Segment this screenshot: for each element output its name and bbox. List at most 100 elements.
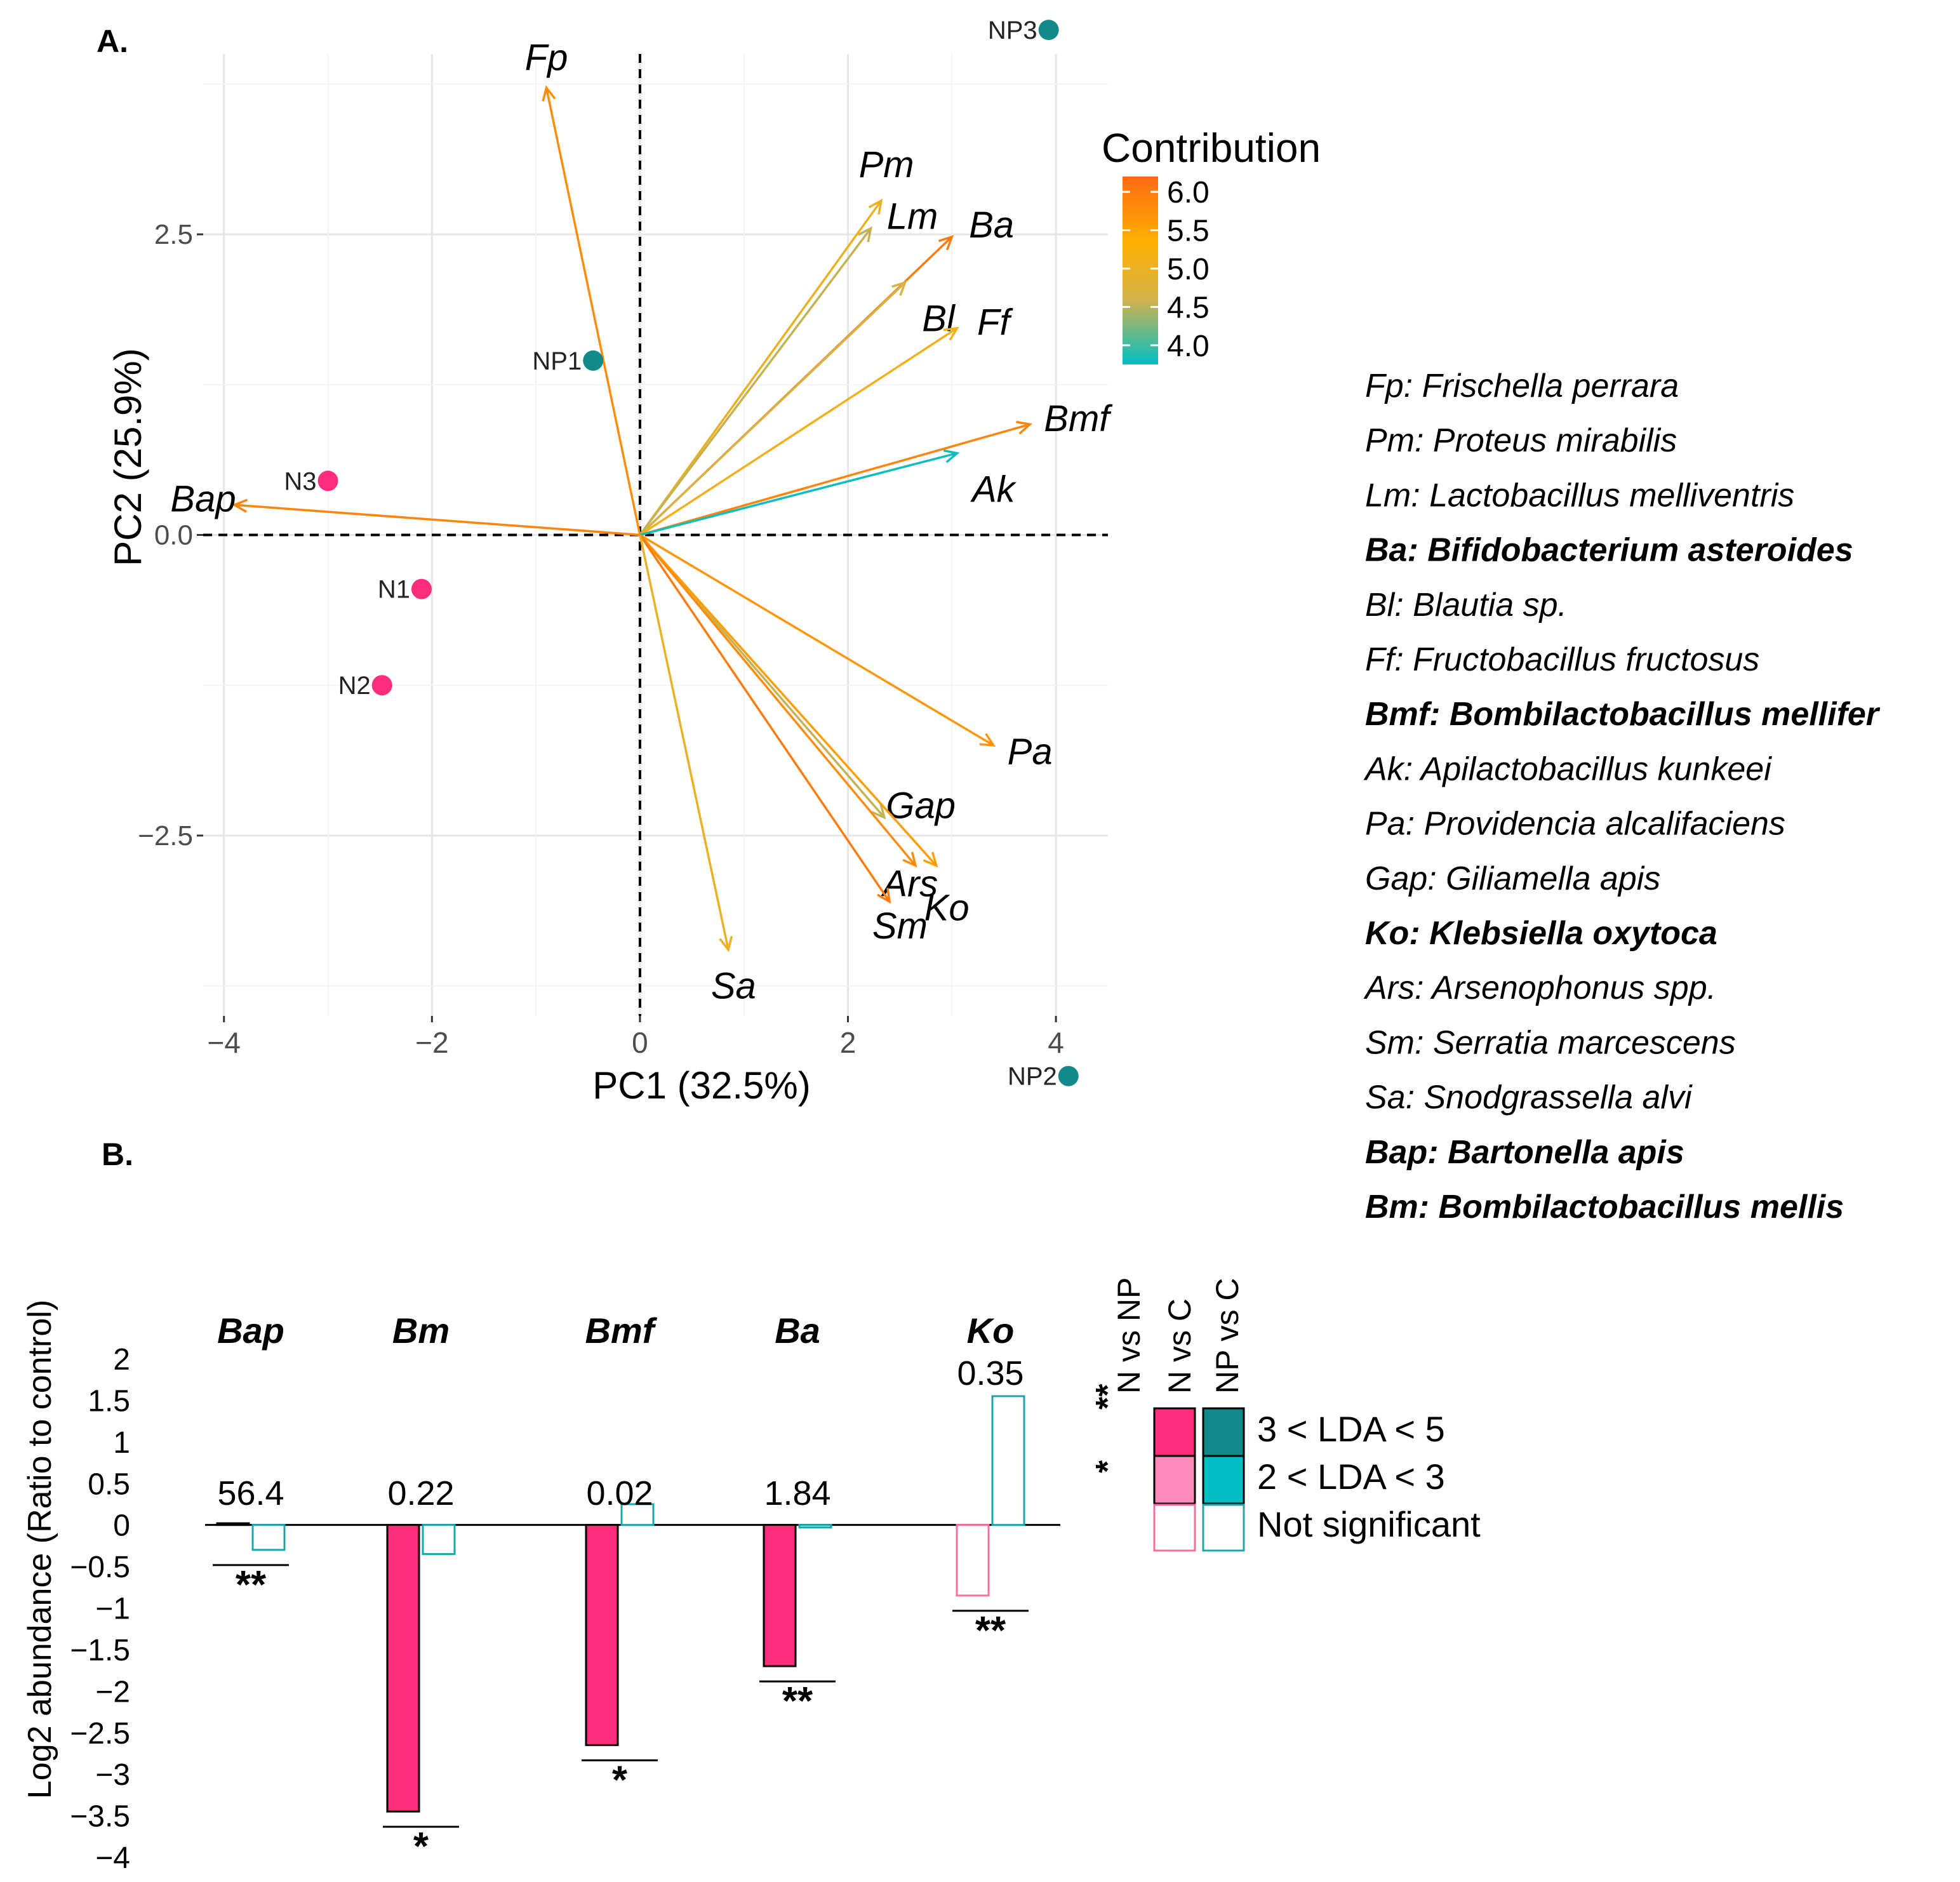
legend-star-double: ** (1090, 1384, 1126, 1410)
species-legend-item: Bmf: Bombilactobacillus mellifer (1365, 696, 1881, 733)
loading-arrowhead-ars (902, 851, 917, 868)
bar-n-vs-c-bm (386, 1524, 420, 1813)
bar-n-vs-c-ko (956, 1524, 990, 1597)
legend-header-n-vs-c: N vs C (1162, 1298, 1197, 1394)
panel-b-label: B. (102, 1137, 133, 1172)
species-legend: Fp: Frischella perrara Pm: Proteus mirabi… (1363, 368, 1881, 1225)
loading-arrowhead-sa (719, 936, 733, 952)
sample-label-n3: N3 (284, 467, 316, 495)
category-label-bap: Bap (217, 1311, 284, 1351)
legend-row-weak: 2 < LDA < 3 (1257, 1457, 1445, 1497)
species-legend-item: Sa: Snodgrassella alvi (1365, 1079, 1693, 1116)
loading-label-ko: Ko (924, 888, 970, 929)
ratio-label-bm: 0.22 (387, 1474, 454, 1512)
pca-x-tick-label-2: 0 (632, 1026, 648, 1059)
contribution-tick-label-3: 4.5 (1167, 291, 1210, 324)
bar-y-tick-label-4: 0 (113, 1509, 130, 1543)
legend-n-weak-swatch (1153, 1455, 1196, 1505)
bar-np-vs-c-ko (991, 1395, 1025, 1526)
bar-n-vs-c-bap (216, 1522, 250, 1526)
bar-y-tick-label-2: 1 (113, 1426, 130, 1460)
pca-sample-points: NP3 NP1 NP2 N3 N1 N2 (284, 17, 1079, 1091)
bar-y-tick-label-11: −3.5 (70, 1800, 130, 1834)
loading-label-ak: Ak (970, 469, 1017, 511)
sample-label-np1: NP1 (532, 347, 582, 375)
pca-x-tick-label-3: 2 (840, 1026, 857, 1059)
legend-star-single: * (1090, 1460, 1126, 1473)
sample-point-n1 (411, 578, 432, 599)
contribution-tick-label-2: 5.0 (1167, 253, 1210, 286)
ratio-label-ko: 0.35 (957, 1354, 1023, 1392)
bar-y-tick-label-0: 2 (113, 1343, 130, 1377)
pca-y-axis-label: PC2 (25.9%) (107, 348, 149, 566)
legend-n-ns-swatch (1153, 1504, 1196, 1552)
ratio-label-bmf: 0.02 (586, 1474, 653, 1512)
bar-np-vs-c-bmf (620, 1503, 655, 1526)
loading-arrowhead-gap (870, 803, 886, 820)
species-legend-item: Bl: Blautia sp. (1365, 587, 1567, 624)
loading-label-bap: Bap (170, 479, 236, 520)
sample-point-n2 (371, 675, 392, 696)
loading-arrow-pa (639, 533, 994, 747)
loading-arrowhead-sm (877, 888, 891, 904)
category-label-ba: Ba (775, 1311, 820, 1351)
loading-arrow-pm (639, 200, 883, 536)
bar-y-tick-label-6: −1 (95, 1592, 130, 1626)
legend-n-strong-swatch (1153, 1407, 1196, 1457)
loading-label-ff: Ff (977, 302, 1013, 343)
species-legend-item: Bap: Bartonella apis (1365, 1134, 1684, 1171)
species-legend-item: Gap: Giliamella apis (1365, 860, 1660, 897)
bar-n-vs-c-bmf (585, 1524, 619, 1746)
bar-np-vs-c-bm (422, 1524, 456, 1555)
category-label-bmf: Bmf (585, 1311, 658, 1351)
loading-arrow-fp (545, 87, 641, 535)
loading-arrow-ak (639, 452, 957, 537)
loading-arrow-lm (639, 227, 872, 536)
pca-x-axis-label: PC1 (32.5%) (592, 1064, 810, 1107)
bar-y-tick-label-3: 0.5 (88, 1467, 130, 1501)
contribution-colorbar (1123, 177, 1158, 364)
sample-label-np3: NP3 (988, 17, 1037, 44)
significance-stars-bmf: * (612, 1758, 628, 1802)
legend-np-weak-swatch (1202, 1455, 1245, 1505)
species-legend-item: Ko: Klebsiella oxytoca (1365, 915, 1717, 952)
loading-label-bmf: Bmf (1044, 398, 1113, 439)
loading-arrow-bap (234, 504, 641, 537)
sample-label-n1: N1 (378, 576, 410, 604)
loading-arrowhead-ba (938, 235, 954, 251)
loading-arrow-sm (639, 534, 891, 903)
bar-np-vs-c-ba (798, 1524, 832, 1529)
loading-arrowhead-bmf (1016, 420, 1033, 435)
pca-x-tick-label-4: 4 (1048, 1026, 1064, 1059)
pca-grid (203, 54, 1108, 1016)
species-legend-item: Pa: Providencia alcalifaciens (1365, 806, 1785, 843)
contribution-tick-label-1: 5.5 (1167, 215, 1210, 248)
species-legend-item: Ba: Bifidobacterium asteroides (1365, 532, 1853, 569)
bar-y-tick-label-8: −2 (95, 1675, 130, 1709)
species-legend-item: Sm: Serratia marcescens (1365, 1024, 1736, 1061)
bar-y-ticks: 2 1.5 1 0.5 0 −0.5 −1 −1.5 −2 −2.5 −3 −3.5 −4 (70, 1343, 130, 1875)
significance-legend: N vs NP N vs C NP vs C ** * 3 < LDA < 5 … (1090, 1278, 1481, 1552)
pca-axis-ticks: −4 −2 0 2 4 −2.5 0.0 2.5 (138, 219, 1064, 1059)
panel-a-label: A. (97, 23, 128, 59)
sample-point-n3 (317, 471, 338, 491)
sample-point-np3 (1038, 20, 1059, 41)
pca-y-tick-label-1: 0.0 (154, 520, 193, 551)
species-legend-item: Lm: Lactobacillus melliventris (1365, 477, 1794, 514)
loading-label-pa: Pa (1008, 731, 1053, 772)
significance-stars-ko: ** (975, 1609, 1006, 1653)
loading-arrowhead-bl (891, 281, 907, 297)
bar-marks: Bap 56.4 ** Bm 0.22 * Bmf 0.02 * Ba 1.84 ** Ko0.35 ** (205, 1311, 1060, 1869)
loading-arrow-ff (639, 327, 958, 536)
loading-arrow-bl (639, 281, 906, 536)
loading-label-ba: Ba (969, 204, 1014, 246)
significance-stars-ba: ** (782, 1679, 813, 1723)
loading-label-ars: Ars (881, 864, 938, 905)
loading-arrowhead-lm (858, 226, 872, 243)
legend-row-ns: Not significant (1257, 1504, 1481, 1544)
significance-stars-bap: ** (236, 1563, 267, 1607)
loading-arrowhead-fp (542, 85, 556, 102)
bar-y-tick-label-10: −3 (95, 1758, 130, 1792)
bar-y-tick-label-5: −0.5 (70, 1551, 130, 1584)
